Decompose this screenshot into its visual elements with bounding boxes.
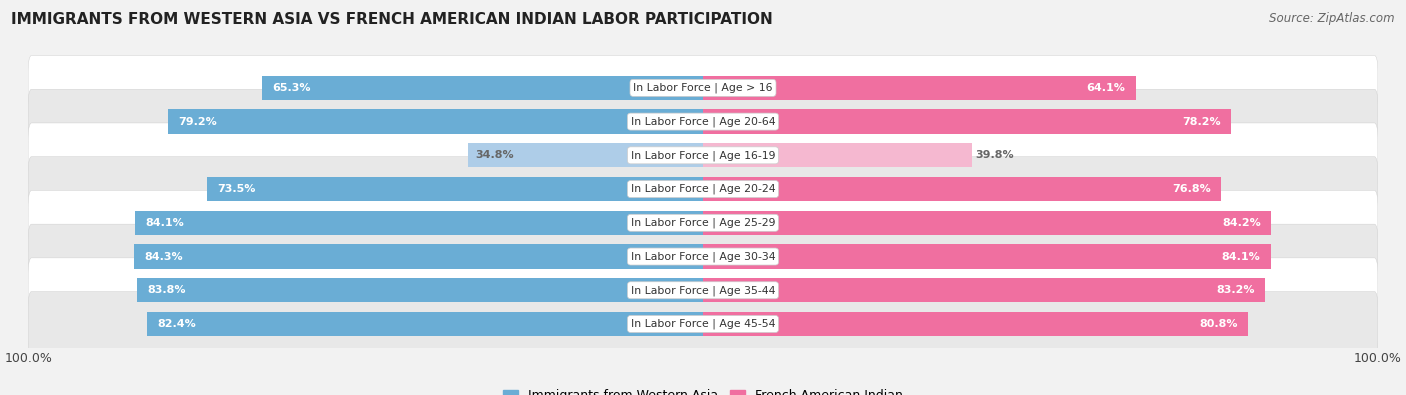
Text: 39.8%: 39.8%: [974, 150, 1014, 160]
Text: 76.8%: 76.8%: [1173, 184, 1211, 194]
Text: 83.2%: 83.2%: [1216, 285, 1254, 295]
FancyBboxPatch shape: [28, 190, 1378, 255]
Bar: [703, 245, 1271, 269]
FancyBboxPatch shape: [28, 292, 1378, 356]
Text: 82.4%: 82.4%: [157, 319, 195, 329]
Bar: [468, 143, 703, 167]
Bar: [138, 278, 703, 303]
Bar: [703, 143, 972, 167]
Text: 84.2%: 84.2%: [1222, 218, 1261, 228]
Text: 34.8%: 34.8%: [475, 150, 513, 160]
Text: 84.3%: 84.3%: [145, 252, 183, 261]
Text: In Labor Force | Age 35-44: In Labor Force | Age 35-44: [631, 285, 775, 295]
Bar: [703, 312, 1249, 336]
FancyBboxPatch shape: [28, 157, 1378, 222]
Legend: Immigrants from Western Asia, French American Indian: Immigrants from Western Asia, French Ame…: [498, 384, 908, 395]
Text: 79.2%: 79.2%: [179, 117, 218, 127]
Text: In Labor Force | Age > 16: In Labor Force | Age > 16: [633, 83, 773, 93]
FancyBboxPatch shape: [28, 258, 1378, 323]
Bar: [134, 245, 703, 269]
Text: 64.1%: 64.1%: [1087, 83, 1125, 93]
Text: In Labor Force | Age 30-34: In Labor Force | Age 30-34: [631, 251, 775, 262]
Text: Source: ZipAtlas.com: Source: ZipAtlas.com: [1270, 12, 1395, 25]
Bar: [146, 312, 703, 336]
Bar: [703, 177, 1222, 201]
Bar: [207, 177, 703, 201]
Bar: [135, 211, 703, 235]
Bar: [703, 278, 1264, 303]
Text: In Labor Force | Age 45-54: In Labor Force | Age 45-54: [631, 319, 775, 329]
Text: 65.3%: 65.3%: [273, 83, 311, 93]
FancyBboxPatch shape: [28, 123, 1378, 188]
Text: In Labor Force | Age 25-29: In Labor Force | Age 25-29: [631, 218, 775, 228]
Text: 78.2%: 78.2%: [1182, 117, 1220, 127]
FancyBboxPatch shape: [28, 224, 1378, 289]
Bar: [703, 76, 1136, 100]
Text: 80.8%: 80.8%: [1199, 319, 1239, 329]
Text: 83.8%: 83.8%: [148, 285, 186, 295]
Bar: [169, 109, 703, 134]
Text: In Labor Force | Age 20-24: In Labor Force | Age 20-24: [631, 184, 775, 194]
Text: IMMIGRANTS FROM WESTERN ASIA VS FRENCH AMERICAN INDIAN LABOR PARTICIPATION: IMMIGRANTS FROM WESTERN ASIA VS FRENCH A…: [11, 12, 773, 27]
Text: In Labor Force | Age 20-64: In Labor Force | Age 20-64: [631, 117, 775, 127]
FancyBboxPatch shape: [28, 55, 1378, 120]
Bar: [263, 76, 703, 100]
FancyBboxPatch shape: [28, 89, 1378, 154]
Bar: [703, 211, 1271, 235]
Bar: [703, 109, 1230, 134]
Text: 84.1%: 84.1%: [146, 218, 184, 228]
Text: 73.5%: 73.5%: [217, 184, 256, 194]
Text: 84.1%: 84.1%: [1222, 252, 1260, 261]
Text: In Labor Force | Age 16-19: In Labor Force | Age 16-19: [631, 150, 775, 161]
